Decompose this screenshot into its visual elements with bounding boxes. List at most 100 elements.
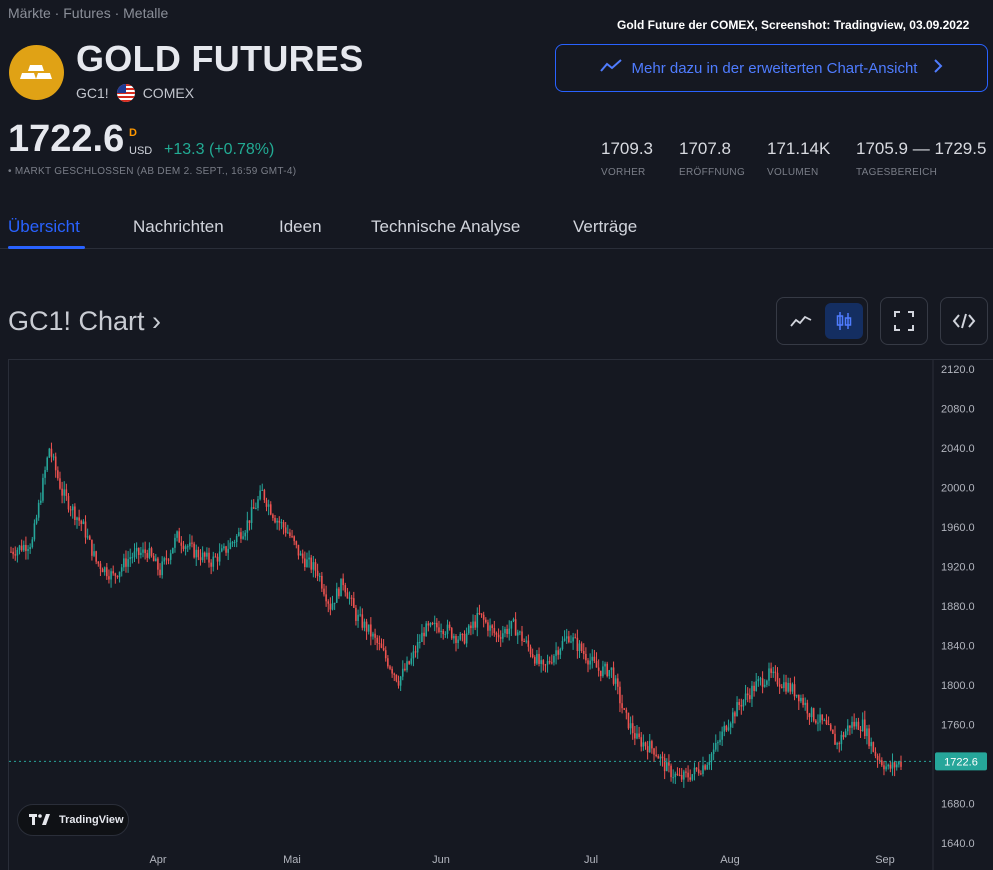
candle-body [359, 614, 361, 616]
candle-body [572, 637, 574, 642]
candle-body [436, 622, 438, 628]
tab-news[interactable]: Nachrichten [133, 217, 224, 236]
candle-body [12, 551, 14, 555]
candle-body [653, 748, 655, 755]
candle-body [772, 671, 775, 673]
candle-body [834, 733, 836, 745]
line-chart-button[interactable] [782, 303, 820, 339]
code-embed-icon [952, 313, 976, 329]
candle-body [514, 619, 517, 636]
candle-body [891, 762, 894, 769]
candle-body [148, 548, 151, 558]
candle-body [597, 667, 600, 671]
candle-body [399, 676, 402, 686]
candle-body [140, 552, 142, 555]
candle-body [836, 743, 838, 745]
candle-body [365, 621, 368, 632]
candle-body [872, 742, 875, 752]
candle-body [416, 642, 419, 653]
candle-body [636, 733, 638, 739]
candle-body [48, 448, 51, 458]
candle-body [269, 504, 272, 515]
candle-body [795, 694, 798, 697]
candle-body [531, 654, 534, 658]
candle-body [408, 661, 410, 664]
candle-body [661, 756, 664, 759]
candle-body [700, 773, 702, 775]
candle-body [881, 760, 883, 766]
candle-body [14, 554, 17, 556]
candle-body [487, 622, 489, 631]
candle-body [832, 729, 834, 734]
candle-body [329, 603, 332, 610]
candle-body [859, 729, 862, 732]
candle-body [725, 725, 728, 731]
tab-technical-analysis[interactable]: Technische Analyse [371, 217, 521, 236]
candle-body [246, 520, 249, 533]
candle-body [125, 558, 127, 567]
candle-body [350, 597, 353, 599]
candle-body [714, 742, 717, 750]
candle-body [191, 542, 193, 544]
candle-body [116, 575, 119, 578]
tradingview-badge[interactable]: TradingView [17, 804, 129, 836]
tab-overview[interactable]: Übersicht [8, 217, 80, 236]
candle-body [361, 614, 364, 628]
candle-body [578, 643, 581, 651]
candle-body [274, 517, 276, 523]
candle-body [851, 721, 853, 728]
candle-body [425, 623, 427, 637]
candle-body [389, 666, 391, 669]
candle-body [308, 557, 310, 560]
candle-body [842, 734, 845, 738]
candlestick-chart-svg[interactable]: 2120.0 2080.0 2040.0 2000.0 1960.0 1920.0 1880… [9, 360, 993, 870]
candle-body [84, 521, 87, 538]
candle-body [88, 536, 91, 540]
candle-body [674, 773, 677, 778]
fullscreen-button[interactable] [885, 303, 923, 339]
candle-body [380, 643, 383, 648]
candle-body [587, 660, 589, 665]
chart-section-title[interactable]: GC1! Chart › [8, 306, 162, 336]
candle-body [216, 556, 219, 562]
candle-body [54, 456, 57, 471]
candle-body [199, 557, 202, 561]
price-chart[interactable]: 2120.0 2080.0 2040.0 2000.0 1960.0 1920.0 1880… [8, 359, 993, 870]
stat-label: VOLUMEN [767, 167, 819, 178]
candle-body [757, 679, 760, 682]
candle-body [821, 714, 824, 721]
tab-ideas[interactable]: Ideen [279, 217, 322, 236]
candle-body [874, 751, 877, 756]
candle-body [438, 627, 440, 632]
candle-body [133, 551, 136, 558]
candle-body [678, 774, 681, 776]
stat-open: 1707.8 ERÖFFNUNG [679, 139, 745, 178]
candlestick-chart-button[interactable] [825, 303, 863, 339]
candle-body [478, 613, 481, 615]
candle-body [595, 661, 598, 668]
candle-body [844, 731, 847, 738]
advanced-chart-label: Mehr dazu in der erweiterten Chart-Ansic… [631, 59, 918, 77]
candle-body [727, 727, 730, 731]
y-tick-label: 1800.0 [941, 680, 975, 692]
embed-code-button[interactable] [945, 303, 983, 339]
candle-body [278, 520, 281, 523]
candle-body [276, 520, 278, 523]
candle-body [101, 568, 104, 573]
candle-body [538, 653, 540, 664]
candle-body [20, 545, 23, 551]
candle-body [172, 547, 174, 554]
breadcrumb[interactable]: Märkte · Futures · Metalle [8, 5, 169, 21]
advanced-chart-button[interactable]: Mehr dazu in der erweiterten Chart-Ansic… [555, 44, 988, 92]
stat-label: ERÖFFNUNG [679, 167, 746, 178]
candle-body [608, 670, 611, 677]
candle-body [112, 571, 115, 574]
candle-body [78, 517, 80, 521]
candle-body [621, 703, 623, 709]
tradingview-label: TradingView [59, 814, 124, 826]
tab-contracts[interactable]: Verträge [573, 217, 638, 236]
candle-body [789, 682, 792, 692]
candle-body [391, 668, 393, 674]
candle-body [744, 693, 747, 701]
candle-body [395, 674, 398, 681]
